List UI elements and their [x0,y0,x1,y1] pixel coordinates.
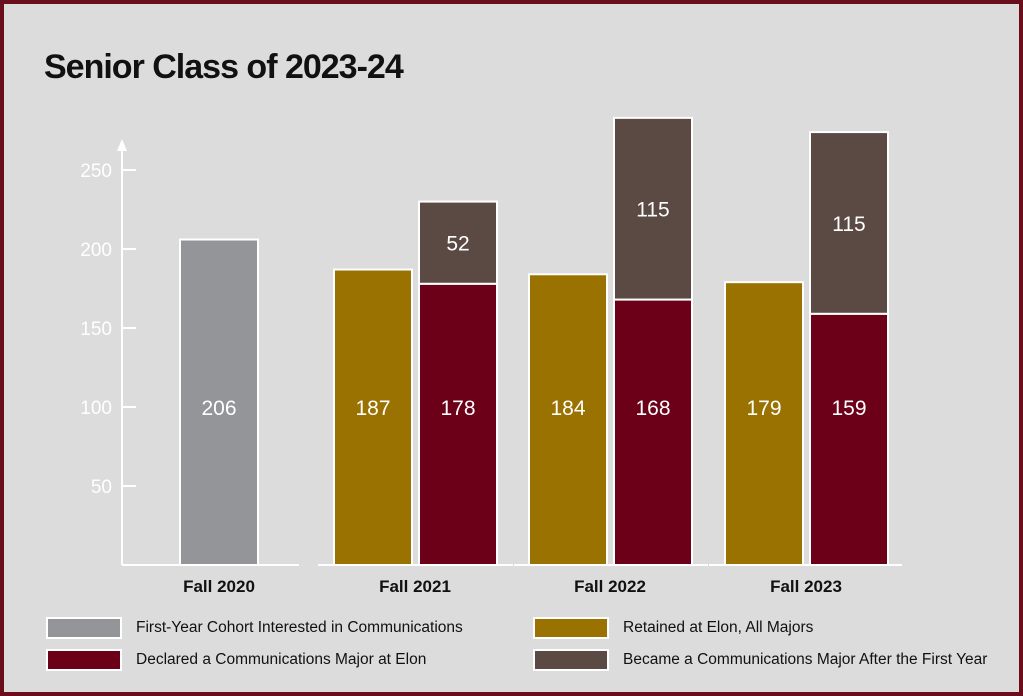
legend-swatch-after-first-year [533,649,609,671]
y-axis-arrow-icon [117,139,127,151]
chart-title: Senior Class of 2023-24 [44,48,404,86]
legend-item-after-first-year: Became a Communications Major After the … [533,649,987,671]
data-label: 179 [746,397,781,420]
bar-cohort [179,238,259,567]
data-label: 184 [550,397,585,420]
legend-swatch-retained [533,617,609,639]
legend-item-cohort: First-Year Cohort Interested in Communic… [46,617,463,639]
x-category-label: Fall 2021 [379,577,451,596]
bar-declared [613,298,693,566]
y-tick-label: 200 [80,240,112,261]
legend-label-after-first-year: Became a Communications Major After the … [623,651,988,668]
legend-label-retained: Retained at Elon, All Majors [623,619,814,636]
y-tick-label: 50 [91,477,112,498]
bar-retained [528,273,608,566]
data-label: 115 [832,213,865,236]
bar-after-first-year [809,131,889,315]
legend-label-cohort: First-Year Cohort Interested in Communic… [136,619,463,636]
data-label: 52 [446,233,469,256]
data-label: 168 [635,397,670,420]
x-category-label: Fall 2022 [574,577,646,596]
y-tick-label: 150 [80,319,112,340]
y-tick-label: 100 [80,398,112,419]
bar-declared [809,312,889,566]
legend-swatch-cohort [46,617,122,639]
data-label: 178 [440,397,475,420]
bar-retained [333,268,413,566]
data-label: 115 [636,199,669,222]
bar-retained [724,281,804,566]
legend-item-declared: Declared a Communications Major at Elon [46,649,426,671]
x-category-label: Fall 2020 [183,577,255,596]
data-label: 159 [831,397,866,420]
bar-after-first-year [418,200,498,285]
data-label: 206 [201,397,236,420]
y-tick-label: 250 [80,161,112,182]
x-category-label: Fall 2023 [770,577,842,596]
legend-item-retained: Retained at Elon, All Majors [533,617,813,639]
bar-after-first-year [613,116,693,301]
data-label: 187 [355,397,390,420]
legend-label-declared: Declared a Communications Major at Elon [136,651,427,668]
bar-declared [418,282,498,566]
legend-swatch-declared [46,649,122,671]
